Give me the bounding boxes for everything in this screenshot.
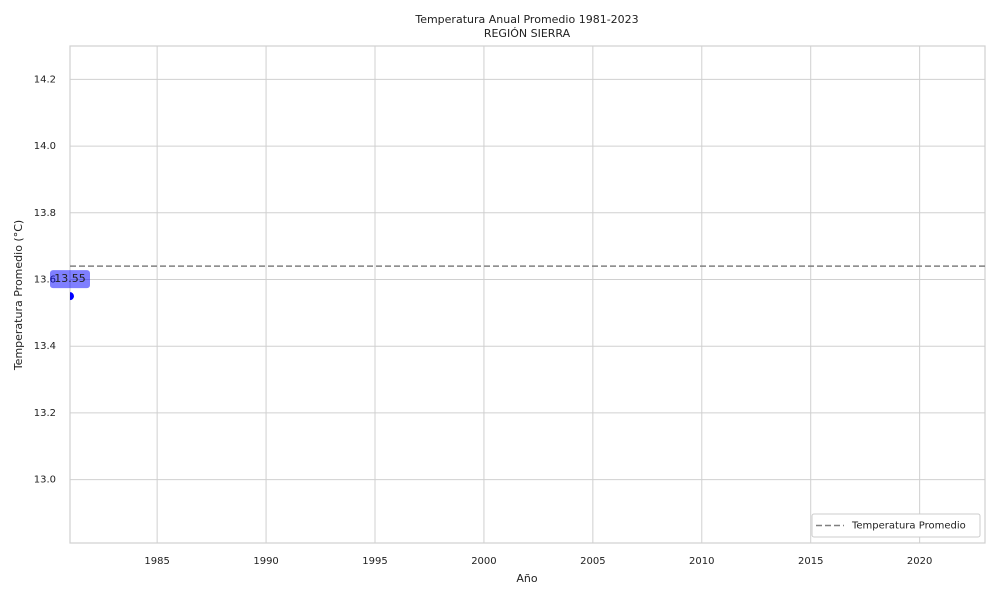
x-tick-label: 1995 xyxy=(362,556,387,567)
x-axis-label: Año xyxy=(516,572,537,585)
plot-area xyxy=(70,265,985,301)
x-tick-label: 2005 xyxy=(580,556,605,567)
y-axis-label: Temperatura Promedio (°C) xyxy=(12,220,25,371)
x-tick-label: 1985 xyxy=(144,556,169,567)
data-label: 13.55 xyxy=(54,272,86,285)
y-tick-label: 13.6 xyxy=(34,274,56,285)
legend-box xyxy=(811,513,981,538)
chart-title: Temperatura Anual Promedio 1981-2023 xyxy=(414,13,638,26)
y-tick-label: 13.8 xyxy=(34,208,56,219)
x-tick-label: 2020 xyxy=(907,556,932,567)
y-tick-label: 14.2 xyxy=(34,74,56,85)
data-label-box xyxy=(50,270,90,289)
x-tick-label: 1990 xyxy=(253,556,278,567)
legend-label: Temperatura Promedio xyxy=(851,521,966,532)
chart-subtitle: REGIÓN SIERRA xyxy=(484,27,571,40)
y-tick-label: 13.4 xyxy=(34,341,56,352)
y-tick-label: 13.2 xyxy=(34,408,56,419)
x-tick-label: 2010 xyxy=(689,556,714,567)
y-tick-label: 13.0 xyxy=(34,475,56,486)
point xyxy=(70,292,74,301)
plot-frame xyxy=(69,45,986,544)
x-tick-label: 2000 xyxy=(471,556,496,567)
y-tick-label: 14.0 xyxy=(34,141,56,152)
x-tick-label: 2015 xyxy=(798,556,823,567)
